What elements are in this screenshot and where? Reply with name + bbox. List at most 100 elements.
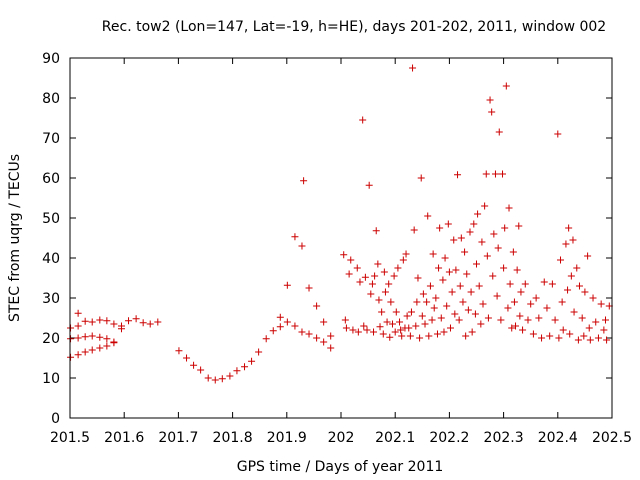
x-tick-label: 201.7 [158,430,198,446]
data-point [110,338,118,346]
data-point [81,348,89,356]
data-point [463,270,471,278]
data-point [481,202,489,210]
data-point [497,316,505,324]
data-point [81,333,89,341]
data-point [291,233,299,241]
data-point [445,268,453,276]
data-point [486,96,494,104]
data-point [575,282,583,290]
data-point [387,298,395,306]
data-point [555,334,563,342]
data-point [390,272,398,280]
data-point [375,296,383,304]
data-point [190,361,198,369]
data-point [81,317,89,325]
data-point [466,228,474,236]
data-point [504,304,512,312]
data-point [403,312,411,320]
data-point [386,333,394,341]
y-tick-label: 30 [42,291,60,307]
data-point [567,272,575,280]
data-point [444,220,452,228]
x-tick-label: 202.2 [429,430,469,446]
plot-frame [69,57,613,419]
data-point [305,284,313,292]
data-point [450,236,458,244]
data-point [74,309,82,317]
data-point [456,282,464,290]
data-point [543,304,551,312]
data-point [421,320,429,328]
data-point [601,316,609,324]
data-point [500,264,508,272]
data-point [506,280,514,288]
x-tick-label: 201.5 [50,430,90,446]
data-point [103,342,111,350]
data-point [468,328,476,336]
data-point [392,308,400,316]
data-point [391,328,399,336]
data-point [433,330,441,338]
axes: 201.5 201.6 201.7 201.8 201.9 202 202.1 202.2 20… [42,51,632,446]
data-point [360,322,368,330]
data-point [197,366,205,374]
data-point [211,376,219,384]
data-point [226,372,234,380]
data-point [255,348,263,356]
data-point [388,320,396,328]
data-point [452,266,460,274]
data-point [74,334,82,342]
data-point [110,320,118,328]
data-point [489,272,497,280]
x-tick-label: 202 [328,430,355,446]
data-point [532,294,540,302]
data-point [103,317,111,325]
data-point [349,326,357,334]
data-point [406,332,414,340]
data-point [410,226,418,234]
data-point [584,252,592,260]
data-point [276,313,284,321]
data-point [425,332,433,340]
data-point [527,300,535,308]
y-tick-label: 40 [42,251,60,267]
x-tick-label: 202.1 [375,430,415,446]
data-point [524,316,532,324]
data-point [347,256,355,264]
data-point [501,224,509,232]
data-point [117,325,125,333]
y-tick-label: 50 [42,211,60,227]
data-point [435,264,443,272]
y-tick-label: 80 [42,91,60,107]
data-point [327,344,335,352]
data-point [96,333,104,341]
data-point [374,260,382,268]
data-point [551,316,559,324]
data-point [125,317,133,325]
data-point [342,324,350,332]
data-point [519,326,527,334]
data-point [298,328,306,336]
data-point [368,280,376,288]
data-point [103,335,111,343]
data-point [300,177,308,185]
data-point [353,264,361,272]
data-point [354,328,362,336]
data-point [471,310,479,318]
data-point [505,204,513,212]
data-point [412,322,420,330]
data-point [580,332,588,340]
data-point [440,328,448,336]
data-point [565,224,573,232]
data-point [478,238,486,246]
data-point [363,326,371,334]
data-point [446,324,454,332]
data-point [512,322,520,330]
data-point [175,347,183,355]
data-point [276,323,284,331]
data-point [603,336,611,344]
data-point [320,338,328,346]
